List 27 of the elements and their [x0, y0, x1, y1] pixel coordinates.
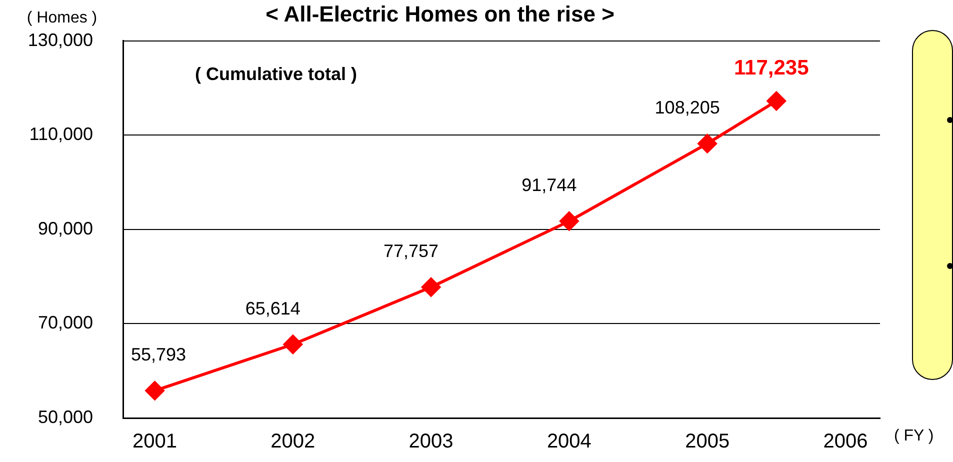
point	[422, 278, 441, 297]
x-tick-label: 2003	[408, 430, 454, 453]
x-tick-label: 2006	[823, 430, 868, 453]
point	[283, 334, 302, 354]
annotation: ( Cumulative total )	[195, 64, 358, 84]
point	[766, 91, 786, 110]
y-tick-label: 90,000	[38, 218, 93, 238]
y-tick-label: 110,000	[29, 124, 93, 144]
data-label: 117,235	[734, 56, 810, 80]
y-tick-label: 50,000	[38, 406, 93, 427]
data-label: 55,793	[130, 344, 186, 365]
point	[698, 134, 717, 154]
x-tick-label: 2001	[132, 430, 178, 453]
x-axis-title: ( FY )	[894, 427, 934, 444]
chart-title: < All-Electric Homes on the rise >	[266, 2, 614, 27]
data-label: 77,757	[384, 241, 439, 262]
x-tick-label: 2004	[546, 430, 592, 453]
x-tick-label: 2005	[685, 430, 730, 453]
y-tick-label: 130,000	[28, 30, 93, 50]
point	[145, 381, 164, 400]
y-axis-title: ( Homes )	[26, 9, 98, 26]
data-label: 108,205	[654, 98, 720, 118]
point	[560, 212, 579, 231]
data-label: 65,614	[245, 298, 300, 318]
data-label: 91,744	[522, 175, 577, 196]
y-tick-label: 70,000	[38, 312, 93, 333]
x-tick-label: 2002	[270, 430, 316, 453]
